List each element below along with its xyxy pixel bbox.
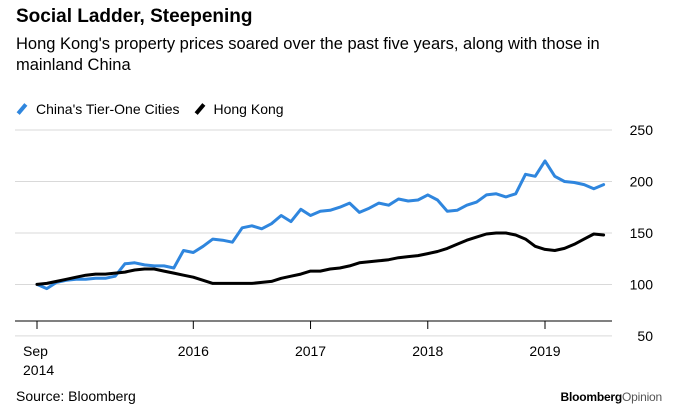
source-note: Source: Bloomberg <box>16 388 136 404</box>
y-tick-label-50: 50 <box>637 328 653 344</box>
x-tick-label-2017-01: 2017 <box>295 343 326 359</box>
brand-logo: BloombergOpinion <box>560 390 662 404</box>
chart-subtitle: Hong Kong's property prices soared over … <box>16 35 600 74</box>
legend-item-china: China's Tier-One Cities <box>16 101 180 117</box>
series-line-hongkong <box>35 231 606 286</box>
brand-logo-part1: Bloomberg <box>560 390 623 404</box>
brand-logo-part2: Opinion <box>622 390 662 404</box>
x-tick-sublabel-2014-09: 2014 <box>23 362 54 378</box>
legend-label-china: China's Tier-One Cities <box>36 101 180 117</box>
y-tick-label-200: 200 <box>630 173 654 189</box>
x-tick-label-2016-01: 2016 <box>178 343 209 359</box>
x-tick-label-2018-01: 2018 <box>412 343 443 359</box>
x-tick-label-2019-01: 2019 <box>529 343 560 359</box>
y-tick-label-250: 250 <box>630 122 654 138</box>
y-tick-label-150: 150 <box>630 225 654 241</box>
legend-item-hongkong: Hong Kong <box>194 101 284 117</box>
x-tick-label-2014-09: Sep <box>23 343 48 359</box>
legend-label-hongkong: Hong Kong <box>213 101 284 117</box>
chart-title: Social Ladder, Steepening <box>16 6 253 27</box>
y-tick-label-100: 100 <box>630 276 654 292</box>
legend: China's Tier-One Cities Hong Kong <box>16 101 298 117</box>
series-line-china <box>35 159 606 291</box>
